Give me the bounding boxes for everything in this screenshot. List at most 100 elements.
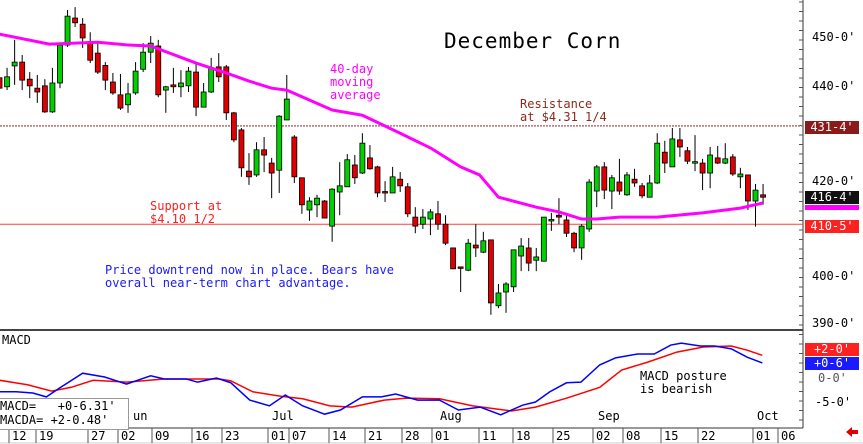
candle-body	[132, 70, 139, 94]
candle-body	[170, 84, 177, 88]
candle-body	[246, 170, 252, 178]
candle-body	[200, 91, 207, 108]
legend-macd: MACD= +0-6.31'	[0, 399, 116, 413]
macd-tag: +0-6'	[805, 357, 859, 370]
candle-body	[49, 82, 56, 113]
candle-body	[208, 67, 215, 93]
candle-body	[374, 166, 381, 194]
price-tick: 390-0'	[812, 316, 856, 330]
candle-body	[495, 292, 502, 307]
candle-body	[223, 66, 230, 114]
candle-body	[480, 240, 487, 253]
candle-body	[692, 161, 698, 164]
candle-body	[367, 157, 373, 170]
candle-body	[162, 86, 169, 91]
month-label: Sep	[598, 409, 620, 423]
date-label: 15	[664, 429, 679, 443]
price-tick: 420-0'	[812, 174, 856, 188]
candle-body	[571, 232, 577, 249]
candle-body	[669, 138, 676, 168]
candle-body	[11, 61, 18, 67]
date-label: 14	[332, 429, 347, 443]
month-label: un	[133, 409, 148, 423]
macd-zero-tick: 0-0'	[818, 371, 847, 385]
month-label: Aug	[440, 409, 462, 423]
ma-40-line	[0, 32, 764, 221]
date-label: 18	[516, 429, 531, 443]
candle-body	[382, 191, 388, 194]
candle-body	[283, 98, 290, 121]
candle-body	[155, 45, 162, 96]
candle-body	[336, 185, 343, 193]
price-tick: 440-0'	[812, 79, 856, 93]
candle-body	[64, 15, 71, 46]
candle-body	[34, 87, 41, 93]
candle-body	[707, 154, 714, 174]
last-price-tag: 416-4'	[805, 191, 859, 204]
date-label: 01	[271, 429, 286, 443]
candle-body	[601, 166, 608, 191]
candle-body	[737, 173, 744, 178]
candle-body	[684, 150, 691, 162]
support-price-tag: 410-5'	[805, 220, 859, 233]
candle-body	[661, 151, 668, 164]
candle-body	[397, 178, 404, 187]
resistance-annotation: Resistance at $4.31 1/4	[520, 97, 607, 124]
candle-body	[457, 266, 464, 269]
candle-body	[586, 181, 593, 230]
scroll-arrow-icon[interactable]	[846, 427, 858, 437]
candle-body	[540, 216, 547, 262]
trend-comment: Price downtrend now in place. Bears have…	[105, 263, 394, 290]
macda-tag: +2-0'	[805, 343, 859, 356]
candle-body	[412, 216, 419, 227]
date-label: 09	[155, 429, 170, 443]
candle-body	[230, 112, 237, 141]
date-label: 22	[701, 429, 716, 443]
candle-body	[714, 157, 721, 164]
candle-body	[0, 77, 3, 89]
candle-body	[268, 162, 275, 174]
candle-body	[548, 219, 555, 222]
candle-body	[404, 186, 411, 215]
candle-body	[624, 174, 630, 196]
candle-body	[518, 245, 525, 257]
date-label: 02	[121, 429, 136, 443]
price-tick: 450-0'	[812, 30, 856, 44]
candle-body	[26, 78, 33, 87]
candle-body	[314, 197, 320, 206]
ma-annotation: 40-day moving average	[330, 62, 381, 102]
macd-comment: MACD posture is bearish	[640, 369, 727, 396]
candle-body	[140, 51, 147, 70]
candle-body	[465, 242, 472, 271]
candle-body	[306, 200, 313, 211]
candle-body	[238, 129, 245, 169]
candle-body	[427, 211, 434, 220]
candle-body	[185, 70, 192, 87]
candle-body	[298, 177, 305, 206]
date-label: 12	[12, 429, 27, 443]
candle-body	[178, 82, 184, 88]
macd-lines	[0, 342, 763, 416]
candle-body	[359, 142, 366, 174]
macd-line	[0, 342, 763, 416]
candle-body	[450, 247, 457, 270]
candle-body	[57, 44, 63, 84]
candle-body	[503, 283, 509, 293]
candle-body	[102, 65, 109, 81]
candle-body	[389, 176, 396, 194]
candle-body	[276, 115, 283, 171]
candle-body	[41, 85, 48, 113]
candle-body	[616, 181, 623, 192]
candle-body	[193, 71, 199, 108]
candle-body	[752, 189, 759, 202]
date-label: 25	[556, 429, 571, 443]
date-label: 01	[435, 429, 450, 443]
candle-body	[563, 219, 570, 234]
candle-body	[646, 182, 653, 198]
candlesticks	[0, 7, 766, 315]
date-label: 01	[756, 429, 771, 443]
candle-body	[117, 94, 124, 109]
